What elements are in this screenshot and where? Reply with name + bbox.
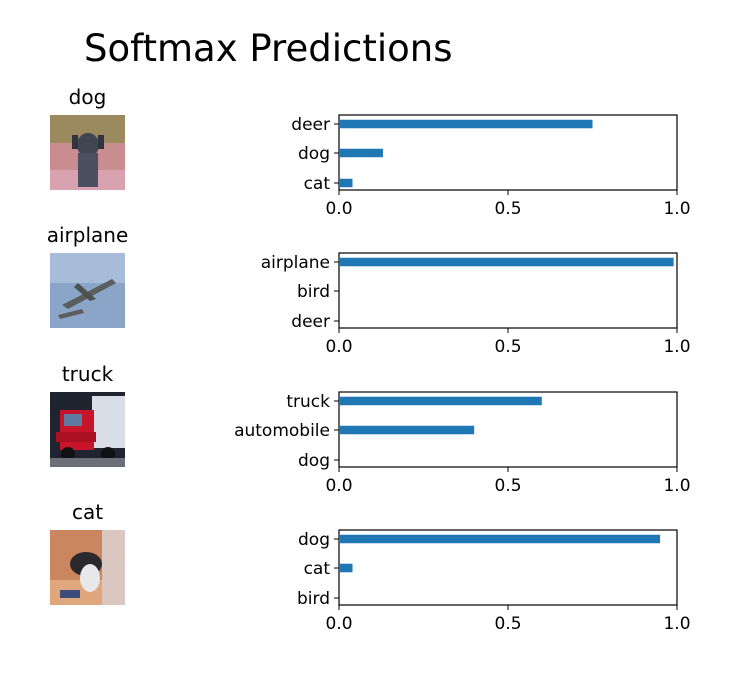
image-label: truck <box>62 362 114 386</box>
y-tick-label: dog <box>298 144 330 164</box>
prediction-panel-0: dog deer dog cat 0.0 0.5 1.0 <box>50 85 691 219</box>
prediction-panel-3: cat dog cat bird 0.0 0.5 1.0 <box>50 500 691 634</box>
bar-dog <box>339 534 661 544</box>
airplane-photo-thumbnail <box>50 253 125 328</box>
dog-photo-thumbnail <box>50 115 125 190</box>
figure-title: Softmax Predictions <box>84 27 452 70</box>
x-tick-label: 0.0 <box>325 476 352 496</box>
prediction-panel-2: truck truck automobile dog 0.0 0.5 1.0 <box>50 362 691 496</box>
x-tick-label: 0.0 <box>325 614 352 634</box>
image-label: airplane <box>47 223 129 247</box>
x-tick-label: 1.0 <box>663 476 690 496</box>
y-tick-label: bird <box>297 282 330 302</box>
x-tick-label: 0.5 <box>494 337 521 357</box>
x-tick-label: 0.0 <box>325 337 352 357</box>
x-tick-label: 0.0 <box>325 199 352 219</box>
bar-airplane <box>339 257 674 267</box>
cat-photo-thumbnail <box>50 530 125 605</box>
bar-dog <box>339 148 383 158</box>
y-tick-label: dog <box>298 451 330 471</box>
y-tick-label: truck <box>286 392 330 412</box>
y-tick-label: dog <box>298 530 330 550</box>
x-tick-label: 0.5 <box>494 199 521 219</box>
image-label: dog <box>69 85 107 109</box>
bar-truck <box>339 396 542 406</box>
y-tick-label: bird <box>297 589 330 609</box>
bar-deer <box>339 119 593 129</box>
x-tick-label: 1.0 <box>663 614 690 634</box>
y-tick-label: automobile <box>234 421 330 441</box>
y-tick-label: deer <box>291 312 330 332</box>
x-tick-label: 1.0 <box>663 337 690 357</box>
prediction-panel-1: airplane airplane bird deer 0.0 0.5 1.0 <box>47 223 691 357</box>
truck-photo-thumbnail <box>50 392 125 467</box>
y-tick-label: cat <box>304 559 331 579</box>
x-tick-label: 1.0 <box>663 199 690 219</box>
y-tick-label: airplane <box>261 253 330 273</box>
image-label: cat <box>72 500 103 524</box>
bar-cat <box>339 563 353 573</box>
x-tick-label: 0.5 <box>494 476 521 496</box>
x-tick-label: 0.5 <box>494 614 521 634</box>
y-tick-label: cat <box>304 174 331 194</box>
bar-cat <box>339 178 353 188</box>
y-tick-label: deer <box>291 115 330 135</box>
bar-automobile <box>339 425 475 435</box>
